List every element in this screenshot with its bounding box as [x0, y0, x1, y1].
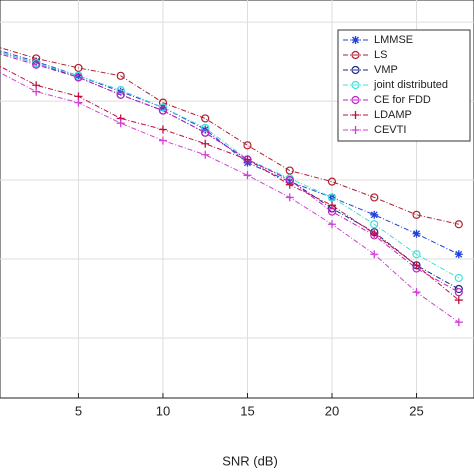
marker	[116, 85, 125, 95]
marker	[351, 95, 360, 105]
marker	[454, 318, 463, 327]
marker	[116, 90, 125, 99]
marker	[243, 171, 252, 180]
marker	[32, 87, 41, 96]
marker	[201, 123, 210, 133]
legend-label: LS	[374, 49, 387, 61]
marker	[201, 139, 210, 148]
marker	[454, 220, 463, 229]
marker	[158, 98, 168, 107]
marker	[351, 111, 360, 119]
marker	[412, 229, 421, 238]
x-tick-label: 5	[75, 403, 82, 418]
marker	[116, 119, 125, 128]
marker	[327, 177, 337, 186]
series-line	[0, 47, 459, 225]
marker	[351, 80, 360, 90]
marker	[158, 106, 168, 115]
x-tick-label: 25	[409, 403, 423, 418]
marker	[454, 250, 463, 259]
marker	[32, 54, 41, 63]
x-tick-label: 20	[325, 403, 339, 418]
marker	[243, 141, 252, 150]
series-line	[0, 53, 460, 293]
marker	[454, 284, 463, 294]
marker	[201, 128, 210, 137]
marker	[201, 114, 210, 123]
marker	[412, 210, 421, 219]
marker	[158, 125, 167, 134]
marker	[412, 261, 421, 270]
marker	[370, 210, 379, 219]
marker	[116, 71, 125, 80]
marker	[285, 193, 294, 202]
marker	[285, 180, 294, 189]
marker	[328, 220, 337, 229]
marker	[370, 193, 379, 202]
marker	[158, 136, 167, 145]
marker	[74, 73, 83, 82]
marker	[370, 250, 379, 259]
series-group	[0, 47, 463, 327]
marker	[454, 296, 463, 305]
marker	[74, 63, 83, 73]
marker	[74, 98, 83, 107]
marker	[412, 250, 421, 259]
marker	[74, 71, 83, 80]
series-line	[0, 72, 460, 323]
series-line	[0, 65, 460, 301]
legend-label: VMP	[374, 64, 398, 76]
marker	[158, 103, 168, 112]
marker	[370, 220, 379, 229]
marker	[351, 65, 360, 75]
marker	[32, 60, 41, 69]
marker	[243, 155, 252, 164]
x-tick-label: 15	[240, 403, 254, 418]
legend-label: LDAMP	[374, 109, 412, 121]
marker	[201, 150, 210, 159]
legend: LMMSE LS VMP joint distributed CE for FDD LDA…	[337, 29, 471, 142]
x-tick-label: 10	[156, 403, 170, 418]
marker	[327, 193, 337, 202]
marker	[285, 166, 294, 175]
marker	[454, 273, 463, 283]
marker	[328, 201, 337, 210]
marker	[351, 50, 360, 60]
legend-label: CEVTI	[374, 124, 406, 136]
legend-label: joint distributed	[373, 79, 448, 91]
marker	[454, 288, 463, 297]
marker	[370, 229, 379, 238]
x-axis-label: SNR (dB)	[222, 453, 278, 468]
marker	[351, 126, 360, 134]
series-line	[0, 51, 460, 279]
marker	[412, 288, 421, 297]
legend-label: LMMSE	[374, 34, 413, 46]
marker	[351, 36, 360, 44]
legend-label: CE for FDD	[374, 94, 431, 106]
